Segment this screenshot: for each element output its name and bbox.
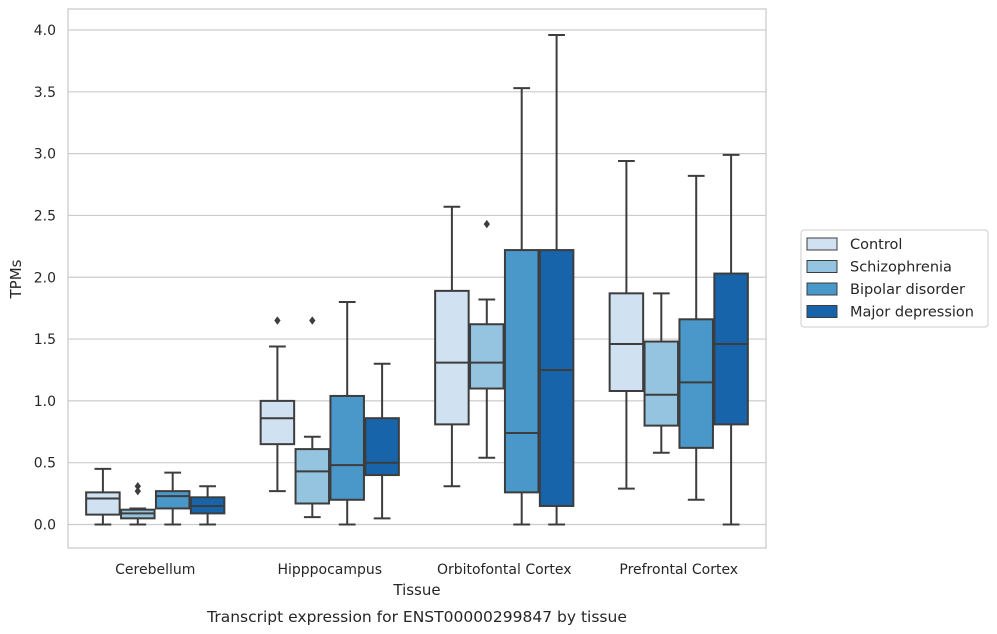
box-plots	[85, 33, 749, 526]
x-tick-label: Orbitofontal Cortex	[437, 562, 572, 578]
iqr-box	[643, 340, 680, 427]
legend-label: Schizophrenia	[850, 260, 952, 276]
iqr-box	[434, 289, 470, 426]
box-major-depression	[189, 485, 226, 526]
box-schizophrenia	[643, 292, 680, 454]
iqr-box	[364, 417, 400, 477]
y-axis-ticks: 0.0 0.5 1.0 1.5 2.0 2.5 3.0 3.5 4.0	[34, 23, 56, 533]
box-control	[85, 467, 121, 526]
x-tick-label: Prefrontal Cortex	[619, 562, 738, 578]
box-bipolar-disorder	[503, 87, 540, 526]
box-major-depression	[538, 33, 575, 526]
box-schizophrenia	[120, 481, 156, 526]
y-tick-label: 3.0	[34, 147, 56, 163]
box-schizophrenia	[469, 219, 505, 459]
outlier-point	[309, 316, 316, 325]
outlier-point	[274, 316, 281, 325]
iqr-box	[259, 399, 296, 446]
iqr-box	[294, 448, 331, 505]
iqr-box	[538, 249, 575, 507]
y-tick-label: 3.5	[34, 85, 56, 101]
legend-frame	[800, 229, 989, 328]
iqr-box	[608, 292, 645, 392]
y-tick-label: 1.5	[34, 332, 56, 348]
plot-frame	[67, 8, 767, 549]
box-major-depression	[713, 153, 749, 526]
box-schizophrenia	[294, 316, 331, 519]
box-bipolar-disorder	[678, 174, 714, 501]
legend-swatch	[806, 260, 838, 273]
iqr-box	[678, 318, 714, 449]
x-axis-label: Tissue	[392, 581, 440, 599]
y-tick-label: 0.5	[34, 456, 56, 472]
box-control	[434, 205, 470, 488]
legend: Control Schizophrenia Bipolar disorder Majo…	[800, 229, 989, 328]
outlier-point	[134, 481, 141, 491]
iqr-box	[154, 490, 191, 510]
iqr-box	[503, 249, 540, 494]
iqr-box	[85, 491, 121, 516]
grid-lines	[68, 29, 766, 526]
legend-swatch	[806, 237, 838, 251]
legend-swatch	[806, 282, 838, 296]
box-bipolar-disorder	[154, 471, 191, 526]
box-control	[259, 316, 296, 493]
iqr-box	[329, 394, 365, 501]
y-tick-label: 2.0	[34, 270, 56, 286]
x-tick-label: Cerebellum	[115, 562, 195, 578]
legend-label: Major depression	[850, 305, 974, 321]
box-major-depression	[364, 362, 400, 520]
y-tick-label: 0.0	[34, 518, 56, 534]
y-tick-label: 1.0	[34, 394, 56, 410]
outlier-point	[134, 486, 141, 496]
legend-label: Control	[850, 237, 902, 253]
x-axis-ticks: Cerebellum Hipppocampus Orbitofontal Corte…	[115, 562, 738, 578]
iqr-box	[713, 272, 749, 426]
box-control	[608, 160, 645, 490]
iqr-box	[469, 323, 505, 390]
x-tick-label: Hipppocampus	[277, 562, 382, 578]
chart-caption: Transcript expression for ENST0000029984…	[206, 608, 627, 626]
legend-label: Bipolar disorder	[850, 282, 965, 298]
y-tick-label: 4.0	[34, 23, 56, 39]
y-tick-label: 2.5	[34, 208, 56, 224]
outlier-point	[483, 219, 490, 229]
y-axis-label: TPMs	[7, 259, 25, 299]
box-bipolar-disorder	[329, 300, 365, 526]
legend-swatch	[806, 305, 838, 318]
